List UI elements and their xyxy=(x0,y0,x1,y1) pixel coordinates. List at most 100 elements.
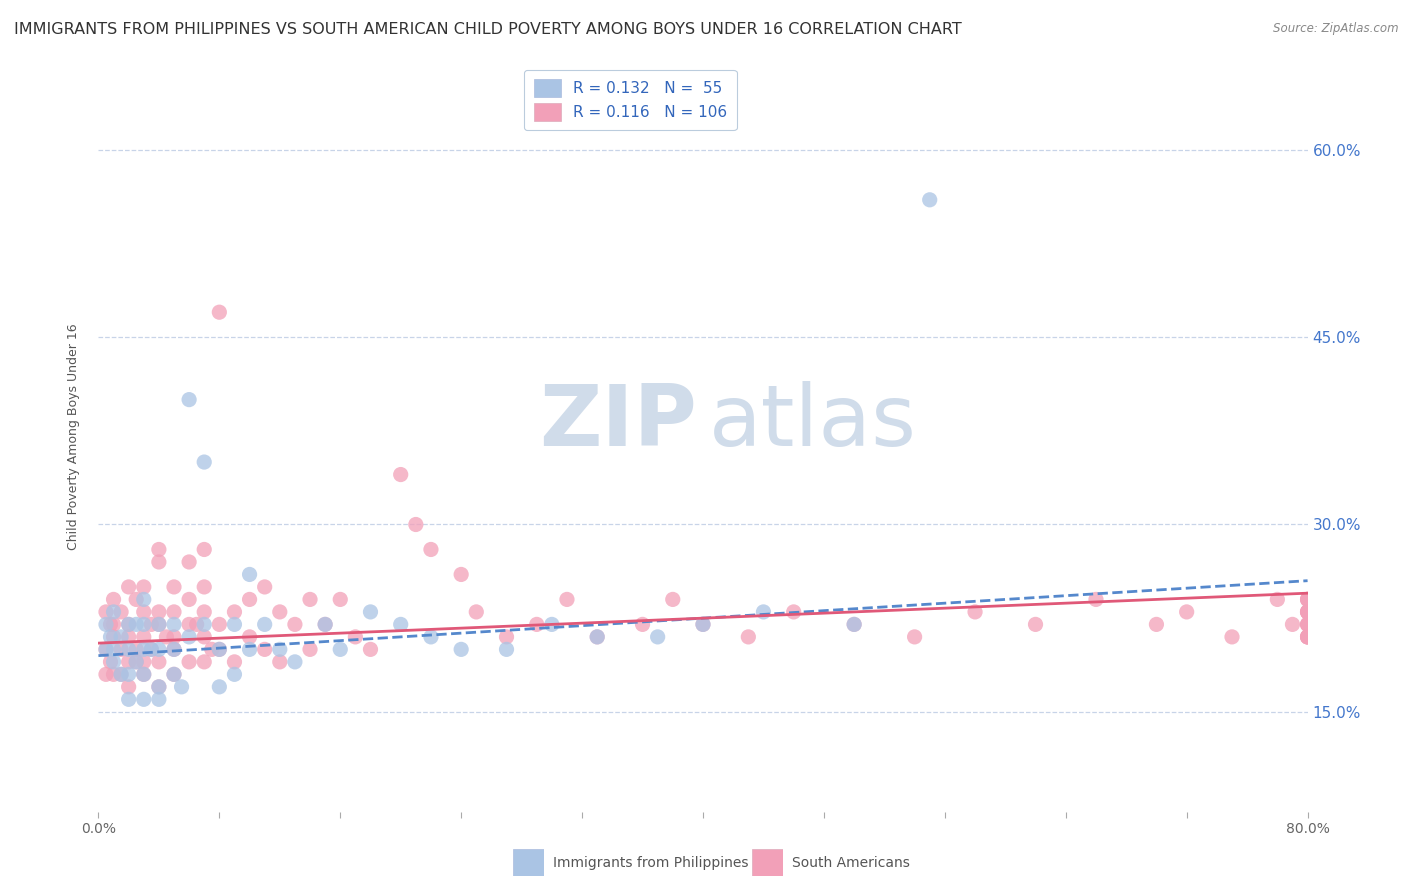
Point xyxy=(495,630,517,644)
Point xyxy=(118,667,141,681)
Point xyxy=(179,392,201,407)
Point xyxy=(193,655,215,669)
Point xyxy=(125,642,148,657)
Point xyxy=(1296,630,1319,644)
Point xyxy=(344,630,367,644)
Point xyxy=(103,605,125,619)
Point xyxy=(103,617,125,632)
Point xyxy=(284,617,307,632)
Point xyxy=(269,642,291,657)
Point xyxy=(193,580,215,594)
Point xyxy=(132,592,155,607)
Point xyxy=(465,605,488,619)
Point xyxy=(193,455,215,469)
Point xyxy=(752,605,775,619)
Point xyxy=(1296,592,1319,607)
Point xyxy=(141,642,163,657)
Point xyxy=(1296,617,1319,632)
Text: IMMIGRANTS FROM PHILIPPINES VS SOUTH AMERICAN CHILD POVERTY AMONG BOYS UNDER 16 : IMMIGRANTS FROM PHILIPPINES VS SOUTH AME… xyxy=(14,22,962,37)
Point xyxy=(224,655,246,669)
Point xyxy=(163,642,186,657)
Point xyxy=(692,617,714,632)
Point xyxy=(360,605,382,619)
Point xyxy=(100,617,122,632)
Point xyxy=(844,617,866,632)
Point xyxy=(1281,617,1303,632)
Point xyxy=(163,667,186,681)
Y-axis label: Child Poverty Among Boys Under 16: Child Poverty Among Boys Under 16 xyxy=(66,324,80,550)
Point xyxy=(94,642,117,657)
Point xyxy=(329,592,352,607)
Point xyxy=(179,555,201,569)
Point xyxy=(253,642,276,657)
Point xyxy=(495,642,517,657)
Point xyxy=(94,605,117,619)
Point xyxy=(163,667,186,681)
Point xyxy=(141,642,163,657)
Point xyxy=(586,630,609,644)
Point xyxy=(110,642,132,657)
Point xyxy=(586,630,609,644)
Point xyxy=(208,617,231,632)
Point xyxy=(420,542,443,557)
Point xyxy=(94,617,117,632)
Point xyxy=(1144,617,1167,632)
Point xyxy=(125,617,148,632)
Point xyxy=(103,630,125,644)
Point xyxy=(389,617,412,632)
Point xyxy=(193,542,215,557)
Point xyxy=(132,642,155,657)
Point xyxy=(631,617,654,632)
Point xyxy=(155,630,177,644)
Point xyxy=(224,605,246,619)
Text: Immigrants from Philippines: Immigrants from Philippines xyxy=(553,855,748,870)
Point xyxy=(179,592,201,607)
Point xyxy=(125,655,148,669)
Point xyxy=(148,605,170,619)
Point xyxy=(269,655,291,669)
Text: atlas: atlas xyxy=(709,381,917,464)
Point xyxy=(965,605,987,619)
Point xyxy=(163,630,186,644)
Point xyxy=(208,680,231,694)
Point xyxy=(148,655,170,669)
Point xyxy=(110,667,132,681)
Point xyxy=(132,617,155,632)
Point xyxy=(170,680,193,694)
Point xyxy=(100,630,122,644)
Point xyxy=(269,605,291,619)
Point xyxy=(132,667,155,681)
Point xyxy=(148,617,170,632)
Point xyxy=(141,617,163,632)
Point xyxy=(132,630,155,644)
Point xyxy=(193,630,215,644)
Point xyxy=(179,630,201,644)
Point xyxy=(647,630,669,644)
Point xyxy=(239,592,262,607)
Point xyxy=(314,617,336,632)
Point xyxy=(450,642,472,657)
Point xyxy=(224,617,246,632)
Point xyxy=(148,642,170,657)
Text: ZIP: ZIP xyxy=(540,381,697,464)
Point xyxy=(420,630,443,644)
Point xyxy=(118,617,141,632)
Point xyxy=(179,655,201,669)
Point xyxy=(118,692,141,706)
Point xyxy=(1296,605,1319,619)
Point xyxy=(208,305,231,319)
Point xyxy=(132,580,155,594)
Point xyxy=(314,617,336,632)
Point xyxy=(450,567,472,582)
Point xyxy=(1296,617,1319,632)
Text: South Americans: South Americans xyxy=(792,855,910,870)
Point xyxy=(163,642,186,657)
Point xyxy=(148,680,170,694)
Point xyxy=(100,655,122,669)
Point xyxy=(526,617,548,632)
Point xyxy=(692,617,714,632)
Point xyxy=(783,605,806,619)
Point xyxy=(661,592,683,607)
Point xyxy=(555,592,578,607)
Point xyxy=(148,617,170,632)
